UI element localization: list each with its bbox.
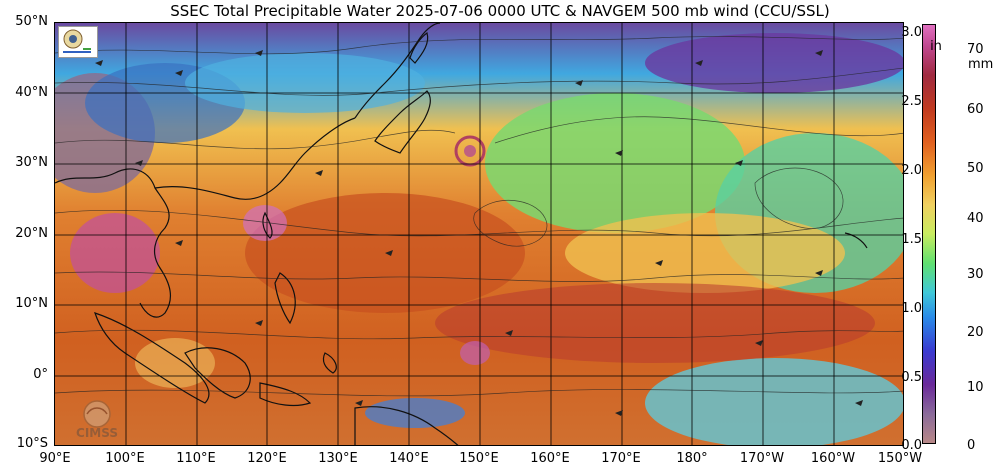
map-title: SSEC Total Precipitable Water 2025-07-06… <box>170 2 830 20</box>
colorbar-in-label: 1.0 <box>901 301 922 316</box>
lat-label-20n: 20°N <box>15 226 48 241</box>
colorbar-inch-unit: in <box>930 39 942 54</box>
colorbar-in-label: 2.0 <box>901 163 922 178</box>
lat-label-30n: 30°N <box>15 155 48 170</box>
colorbar <box>922 24 936 444</box>
colorbar-mm-label: 70 <box>967 42 984 57</box>
lon-label-160e: 160°E <box>530 451 570 466</box>
lon-label-150e: 150°E <box>459 451 499 466</box>
lat-label-10n: 10°N <box>15 296 48 311</box>
ssec-lab-logo <box>58 26 98 58</box>
lon-label-120e: 120°E <box>247 451 287 466</box>
colorbar-in-label: 3.0 <box>901 25 922 40</box>
lon-label-140e: 140°E <box>389 451 429 466</box>
cimss-logo: CIMSS <box>62 398 132 442</box>
lat-label-40n: 40°N <box>15 85 48 100</box>
lat-label-10s: 10°S <box>16 436 48 451</box>
lon-label-110e: 110°E <box>176 451 216 466</box>
colorbar-in-label: 0.0 <box>901 438 922 453</box>
colorbar-mm-unit: mm <box>968 57 994 72</box>
colorbar-mm-label: 30 <box>967 267 984 282</box>
lat-label-0: 0° <box>33 367 48 382</box>
lon-label-170w: 170°W <box>739 451 785 466</box>
cimss-logo-text: CIMSS <box>76 426 118 440</box>
lon-label-150w: 150°W <box>877 451 923 466</box>
precipitable-water-map <box>54 22 904 446</box>
lon-label-180: 180° <box>676 451 708 466</box>
lon-label-90e: 90°E <box>39 451 71 466</box>
colorbar-mm-label: 50 <box>967 161 984 176</box>
lon-label-160w: 160°W <box>810 451 856 466</box>
lon-label-170e: 170°E <box>601 451 641 466</box>
lon-label-100e: 100°E <box>105 451 145 466</box>
colorbar-mm-label: 0 <box>967 438 976 453</box>
colorbar-mm-label: 20 <box>967 325 984 340</box>
colorbar-in-label: 0.5 <box>901 370 922 385</box>
colorbar-mm-label: 60 <box>967 102 984 117</box>
lon-label-130e: 130°E <box>318 451 358 466</box>
colorbar-mm-label: 40 <box>967 211 984 226</box>
colorbar-in-label: 2.5 <box>901 94 922 109</box>
colorbar-mm-label: 10 <box>967 380 984 395</box>
lat-label-50n: 50°N <box>15 14 48 29</box>
colorbar-in-label: 1.5 <box>901 232 922 247</box>
